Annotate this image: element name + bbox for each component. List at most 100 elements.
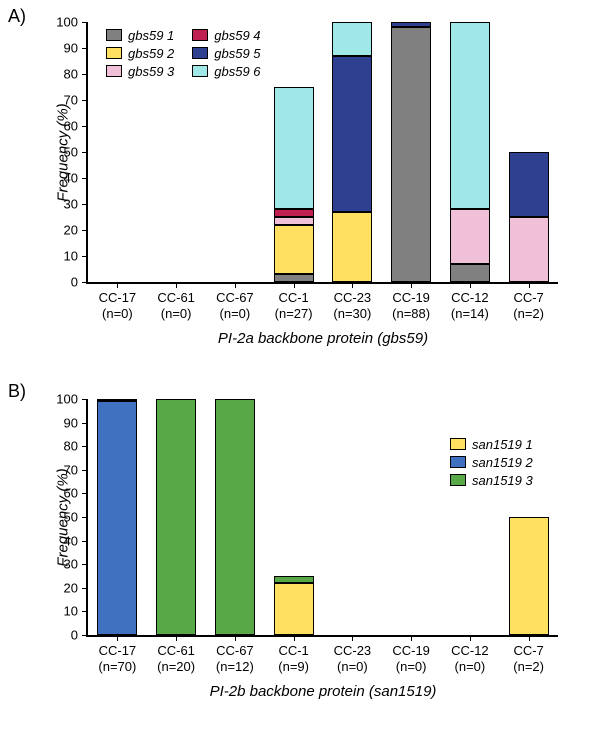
x-tick-label: CC-61: [157, 643, 195, 658]
panel-label: B): [8, 381, 26, 402]
x-tick-label: CC-12: [451, 290, 489, 305]
y-tick: [82, 230, 88, 231]
panel-label: A): [8, 6, 26, 27]
legend-swatch: [192, 65, 208, 77]
legend-swatch: [106, 29, 122, 41]
x-tick-label: CC-67: [216, 643, 254, 658]
bar-segment-gbs59_3: [450, 209, 490, 264]
x-tick-sublabel: (n=12): [216, 659, 254, 674]
x-tick: [470, 282, 471, 288]
y-tick: [82, 423, 88, 424]
y-tick: [82, 256, 88, 257]
legend-label: gbs59 3: [128, 64, 174, 79]
legend-label: san1519 2: [472, 455, 533, 470]
bar-segment-gbs59_5: [332, 56, 372, 212]
bar-segment-san1519_1: [274, 583, 314, 635]
y-tick: [82, 282, 88, 283]
figure: A)0102030405060708090100CC-17(n=0)CC-61(…: [0, 0, 600, 729]
x-tick-label: CC-17: [99, 643, 137, 658]
bar-segment-san1519_3: [215, 399, 255, 635]
y-axis-title: Frequency (%): [55, 103, 72, 201]
legend-swatch: [450, 438, 466, 450]
legend-swatch: [450, 456, 466, 468]
bar-segment-san1519_1: [509, 517, 549, 635]
x-tick-label: CC-67: [216, 290, 254, 305]
x-tick: [294, 282, 295, 288]
legend-item-gbs59_1: gbs59 1: [106, 26, 174, 44]
bar-segment-gbs59_1: [450, 264, 490, 282]
x-tick-sublabel: (n=14): [451, 306, 489, 321]
y-tick: [82, 152, 88, 153]
legend-item-san1519_2: san1519 2: [450, 453, 533, 471]
panel-b: B)0102030405060708090100CC-17(n=70)CC-61…: [0, 375, 600, 729]
y-tick-label: 90: [64, 415, 78, 430]
legend-swatch: [192, 29, 208, 41]
y-tick-label: 100: [56, 15, 78, 30]
bar-stack: [509, 517, 549, 635]
x-tick-sublabel: (n=0): [455, 659, 486, 674]
bar-segment-gbs59_4: [274, 209, 314, 217]
x-tick-label: CC-61: [157, 290, 195, 305]
legend-item-gbs59_6: gbs59 6: [192, 62, 260, 80]
x-tick-label: CC-19: [392, 290, 430, 305]
legend-label: gbs59 1: [128, 28, 174, 43]
x-tick-sublabel: (n=0): [396, 659, 427, 674]
x-tick-sublabel: (n=20): [157, 659, 195, 674]
y-tick-label: 80: [64, 67, 78, 82]
y-tick: [82, 635, 88, 636]
legend-item-gbs59_3: gbs59 3: [106, 62, 174, 80]
legend-label: gbs59 2: [128, 46, 174, 61]
legend-item-gbs59_5: gbs59 5: [192, 44, 260, 62]
y-tick: [82, 399, 88, 400]
legend-swatch: [106, 47, 122, 59]
x-tick-label: CC-7: [513, 290, 543, 305]
bar-segment-gbs59_6: [450, 22, 490, 209]
y-tick-label: 10: [64, 249, 78, 264]
x-tick-sublabel: (n=0): [102, 306, 133, 321]
legend-label: san1519 1: [472, 437, 533, 452]
x-tick: [235, 635, 236, 641]
x-tick-sublabel: (n=30): [333, 306, 371, 321]
x-tick-label: CC-1: [278, 643, 308, 658]
bar-stack: [332, 22, 372, 282]
x-tick-sublabel: (n=0): [161, 306, 192, 321]
y-tick: [82, 126, 88, 127]
legend: gbs59 1gbs59 2gbs59 3gbs59 4gbs59 5gbs59…: [106, 26, 261, 80]
bar-stack: [509, 152, 549, 282]
x-tick-label: CC-1: [278, 290, 308, 305]
y-tick-label: 100: [56, 392, 78, 407]
x-tick-sublabel: (n=88): [392, 306, 430, 321]
bar-stack: [215, 399, 255, 635]
y-tick: [82, 517, 88, 518]
bar-segment-gbs59_3: [509, 217, 549, 282]
y-tick: [82, 48, 88, 49]
x-tick: [176, 635, 177, 641]
bar-segment-san1519_2: [97, 401, 137, 635]
bar-stack: [156, 399, 196, 635]
y-tick: [82, 541, 88, 542]
y-tick-label: 90: [64, 41, 78, 56]
x-tick: [529, 282, 530, 288]
bar-stack: [274, 87, 314, 282]
y-tick-label: 10: [64, 604, 78, 619]
x-tick: [470, 635, 471, 641]
y-tick-label: 20: [64, 580, 78, 595]
bar-segment-gbs59_6: [274, 87, 314, 209]
y-tick-label: 20: [64, 223, 78, 238]
legend: san1519 1san1519 2san1519 3: [450, 435, 533, 489]
x-tick-label: CC-17: [99, 290, 137, 305]
x-tick-label: CC-23: [334, 643, 372, 658]
y-tick: [82, 446, 88, 447]
bar-stack: [450, 22, 490, 282]
x-tick-label: CC-19: [392, 643, 430, 658]
y-tick-label: 80: [64, 439, 78, 454]
x-axis-title: PI-2a backbone protein (gbs59): [218, 330, 428, 347]
x-tick: [411, 635, 412, 641]
y-tick-label: 0: [71, 275, 78, 290]
y-axis-title: Frequency (%): [55, 468, 72, 566]
x-tick: [411, 282, 412, 288]
bar-segment-gbs59_6: [332, 22, 372, 56]
bar-stack: [97, 399, 137, 635]
y-tick: [82, 470, 88, 471]
bar-stack: [391, 22, 431, 282]
